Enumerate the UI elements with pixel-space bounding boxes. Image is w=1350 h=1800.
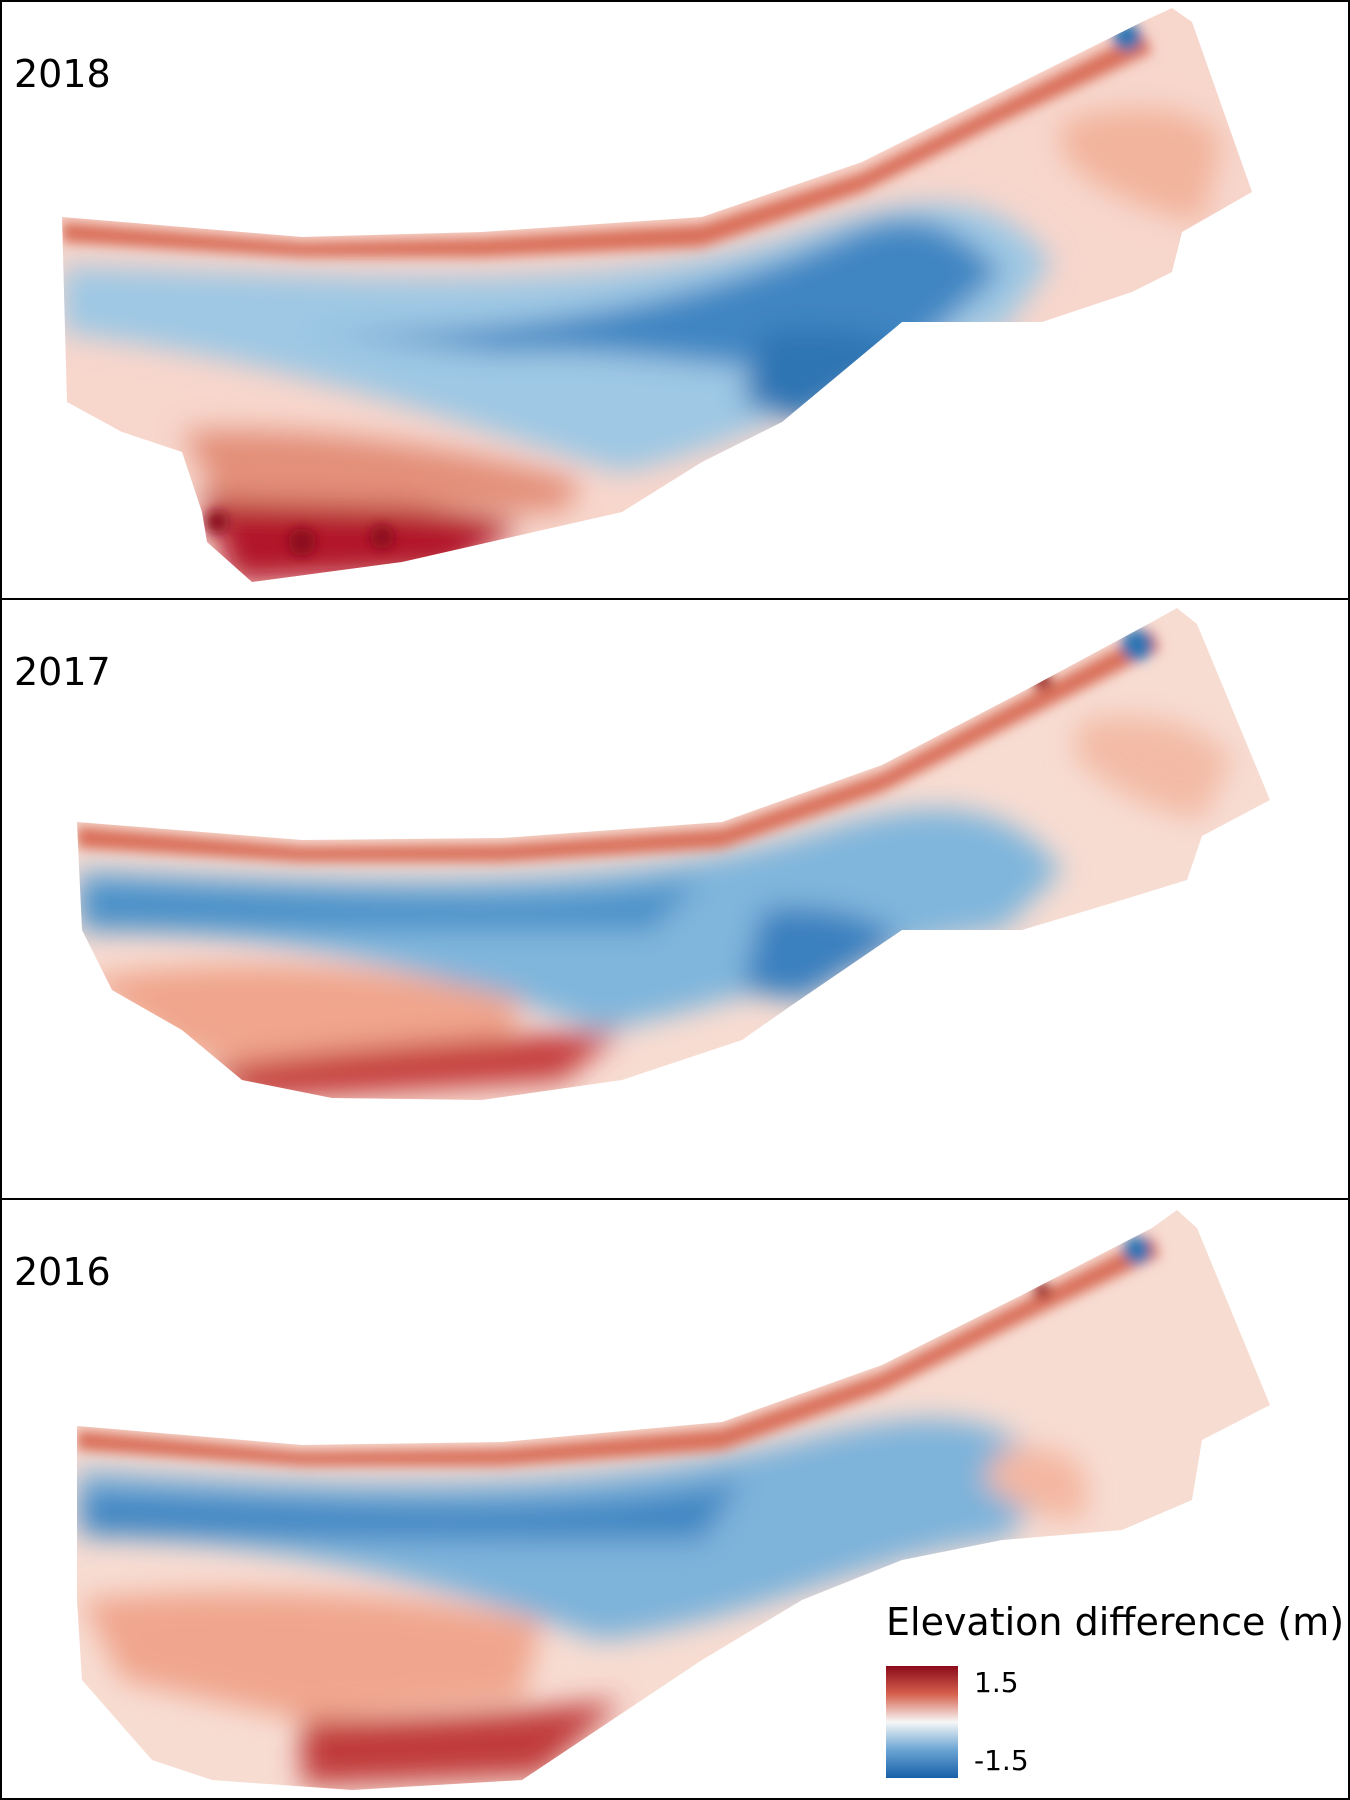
elevation-difference-map <box>77 608 1270 1100</box>
legend: Elevation difference (m) 1.5 -1.5 <box>886 1600 1346 1790</box>
panel-year-label: 2017 <box>14 650 111 694</box>
panel-year-label: 2016 <box>14 1250 111 1294</box>
legend-min-label: -1.5 <box>974 1744 1029 1777</box>
legend-title: Elevation difference (m) <box>886 1600 1345 1644</box>
legend-max-label: 1.5 <box>974 1666 1019 1699</box>
legend-color-ramp <box>886 1666 958 1778</box>
map-panel-2017: 2017 <box>0 598 1350 1200</box>
map-panel-2016: 2016 <box>0 1198 1350 1800</box>
panel-year-label: 2018 <box>14 52 111 96</box>
elevation-difference-map <box>77 1210 1270 1790</box>
elevation-difference-map <box>62 8 1252 582</box>
map-panel-2018: 2018 <box>0 0 1350 600</box>
